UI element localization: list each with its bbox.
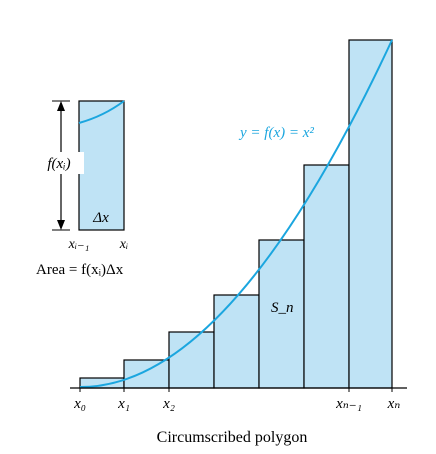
x-ticks [79,388,393,392]
rectangles [79,39,393,389]
inset-rect [78,100,125,231]
parabola-curve [79,39,393,389]
tick-label-xn-1: xₙ₋₁ [335,396,362,412]
inset-curve [78,100,125,124]
inset: f(xᵢ) Δx xᵢ₋₁ xᵢ Area = f(xᵢ)Δx [36,100,128,278]
inset-left-tick: xᵢ₋₁ [68,237,90,252]
rect-6 [303,164,350,389]
rect-7 [348,39,393,389]
inset-width-label: Δx [92,210,109,226]
caption: Circumscribed polygon [157,429,308,446]
tick-label-x2: x₂ [162,396,175,412]
rect-4 [213,294,260,389]
rect-2 [123,359,170,389]
inset-area-label: Area = f(xᵢ)Δx [36,262,124,278]
tick-label-x0: x₀ [73,396,86,412]
tick-label-xn: xₙ [387,396,401,412]
inset-right-tick: xᵢ [119,237,128,252]
region-label: S_n [271,300,294,316]
tick-label-x1: x₁ [117,396,130,412]
inset-height-label: f(xᵢ) [47,156,70,172]
curve-label: y = f(x) = x² [238,125,314,141]
